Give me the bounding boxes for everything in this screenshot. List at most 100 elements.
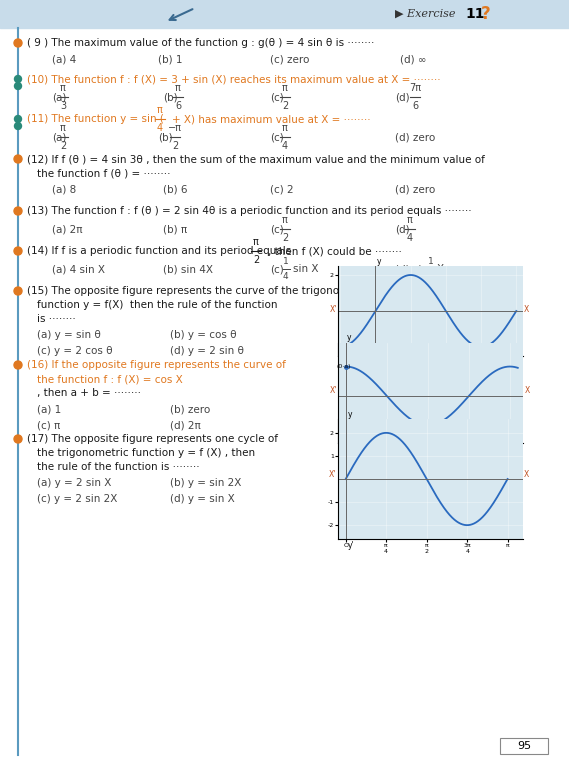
- Circle shape: [14, 116, 22, 122]
- Text: X': X': [329, 386, 337, 395]
- Text: (b) zero: (b) zero: [170, 404, 211, 414]
- Text: π: π: [253, 237, 259, 247]
- Text: (d) zero: (d) zero: [395, 184, 435, 194]
- Text: ( 9 ) The maximum value of the function g : g(θ ) = 4 sin θ is ········: ( 9 ) The maximum value of the function …: [27, 38, 374, 48]
- Text: (a) 2π: (a) 2π: [52, 224, 83, 234]
- Circle shape: [14, 75, 22, 83]
- Text: 2: 2: [282, 233, 288, 243]
- Circle shape: [14, 39, 22, 47]
- Text: (c) zero: (c) zero: [270, 54, 310, 64]
- Text: (b) π: (b) π: [163, 224, 187, 234]
- Text: (11) The function y = sin (: (11) The function y = sin (: [27, 114, 164, 124]
- Text: sin X: sin X: [293, 264, 319, 274]
- Text: (a) 4 sin X: (a) 4 sin X: [52, 264, 105, 274]
- Text: (d) y = 2 sin θ: (d) y = 2 sin θ: [170, 346, 244, 356]
- Text: (c) y = 2 sin 2X: (c) y = 2 sin 2X: [37, 494, 117, 504]
- Text: the rule of the function is ········: the rule of the function is ········: [37, 462, 200, 472]
- Text: (d): (d): [395, 224, 410, 234]
- Text: π: π: [282, 123, 288, 133]
- Text: π: π: [407, 215, 413, 225]
- Text: (12) If f (θ ) = 4 sin 3θ , then the sum of the maximum value and the minimum va: (12) If f (θ ) = 4 sin 3θ , then the sum…: [27, 154, 485, 164]
- Text: (a) y = sin θ: (a) y = sin θ: [37, 330, 101, 340]
- Text: (d) 2π: (d) 2π: [170, 420, 201, 430]
- Bar: [0, 0, 569, 28]
- Text: the function f : f (X) = cos X: the function f : f (X) = cos X: [37, 374, 183, 384]
- Text: (c) π: (c) π: [37, 420, 60, 430]
- Circle shape: [14, 155, 22, 163]
- Circle shape: [14, 122, 22, 129]
- Text: (16) If the opposite figure represents the curve of: (16) If the opposite figure represents t…: [27, 360, 286, 370]
- Text: (d) zero: (d) zero: [395, 132, 435, 142]
- Text: 4: 4: [407, 233, 413, 243]
- Text: 7π: 7π: [409, 83, 421, 93]
- Text: the function f (θ ) = ········: the function f (θ ) = ········: [37, 168, 171, 178]
- Text: (10) The function f : f (X) = 3 + sin (X) reaches its maximum value at X = ·····: (10) The function f : f (X) = 3 + sin (X…: [27, 74, 440, 84]
- Text: (c) 2: (c) 2: [270, 184, 294, 194]
- Circle shape: [14, 435, 22, 443]
- Text: X: X: [437, 264, 444, 274]
- Text: X: X: [524, 386, 530, 395]
- Text: (a) y = 2 sin X: (a) y = 2 sin X: [37, 478, 112, 488]
- Text: (17) The opposite figure represents one cycle of: (17) The opposite figure represents one …: [27, 434, 278, 444]
- Text: (π·b): (π·b): [431, 430, 445, 435]
- Text: 2: 2: [253, 255, 259, 265]
- Text: 95: 95: [517, 741, 531, 751]
- Text: π: π: [175, 83, 181, 93]
- Text: X': X': [329, 305, 337, 314]
- Text: (a): (a): [52, 132, 67, 142]
- Text: y': y': [347, 541, 354, 550]
- Text: (d) sin: (d) sin: [395, 264, 428, 274]
- Circle shape: [14, 247, 22, 255]
- Text: (b) sin 4X: (b) sin 4X: [163, 264, 213, 274]
- Text: y: y: [347, 333, 352, 342]
- Text: π: π: [282, 215, 288, 225]
- Circle shape: [14, 361, 22, 369]
- Text: (a) 1: (a) 1: [37, 404, 61, 414]
- Text: X': X': [329, 470, 336, 479]
- Text: y': y': [347, 442, 354, 451]
- Text: (b) 1: (b) 1: [158, 54, 183, 64]
- Text: (d) ∞: (d) ∞: [400, 54, 427, 64]
- Text: (0·a): (0·a): [337, 364, 351, 369]
- Text: 4: 4: [283, 272, 288, 281]
- Text: π: π: [282, 83, 288, 93]
- Text: 4: 4: [282, 141, 288, 151]
- Text: (c): (c): [270, 264, 284, 274]
- Text: (d): (d): [395, 92, 410, 102]
- Text: X: X: [524, 305, 529, 314]
- Text: 2: 2: [282, 101, 288, 111]
- Text: −π: −π: [168, 123, 182, 133]
- Text: (a) 4: (a) 4: [52, 54, 76, 64]
- Text: 11: 11: [465, 7, 484, 21]
- Text: (13) The function f : f (θ ) = 2 sin 4θ is a periodic function and its period eq: (13) The function f : f (θ ) = 2 sin 4θ …: [27, 206, 472, 216]
- Text: the trigonometric function y = f (X) , then: the trigonometric function y = f (X) , t…: [37, 448, 255, 458]
- Text: y: y: [377, 257, 381, 266]
- Text: (a) 8: (a) 8: [52, 184, 76, 194]
- Text: (a): (a): [52, 92, 67, 102]
- Text: + X) has maximum value at X = ········: + X) has maximum value at X = ········: [172, 114, 370, 124]
- Text: X: X: [524, 470, 529, 479]
- Text: π: π: [60, 83, 66, 93]
- Text: (c) y = 2 cos θ: (c) y = 2 cos θ: [37, 346, 113, 356]
- Text: (b) y = sin 2X: (b) y = sin 2X: [170, 478, 241, 488]
- Text: 1: 1: [428, 257, 434, 266]
- Text: 2: 2: [172, 141, 178, 151]
- Text: , then f (X) could be ········: , then f (X) could be ········: [268, 246, 402, 256]
- Circle shape: [14, 287, 22, 295]
- Text: 6: 6: [175, 101, 181, 111]
- Text: 2: 2: [60, 141, 66, 151]
- Text: π: π: [60, 123, 66, 133]
- Text: (c): (c): [270, 224, 284, 234]
- Text: 3: 3: [60, 101, 66, 111]
- Text: (15) The opposite figure represents the curve of the trigono: (15) The opposite figure represents the …: [27, 286, 339, 296]
- Text: function y = f(X)  then the rule of the function: function y = f(X) then the rule of the f…: [37, 300, 278, 310]
- Text: π: π: [157, 105, 163, 115]
- Text: 4: 4: [428, 272, 434, 281]
- Text: ▶ Exercise: ▶ Exercise: [395, 9, 456, 19]
- Bar: [500, 738, 548, 754]
- Text: , then a + b = ········: , then a + b = ········: [37, 388, 141, 398]
- Circle shape: [14, 83, 22, 90]
- Text: (14) If f is a periodic function and its period equals: (14) If f is a periodic function and its…: [27, 246, 291, 256]
- Text: 4: 4: [157, 123, 163, 133]
- Text: (b) 6: (b) 6: [163, 184, 188, 194]
